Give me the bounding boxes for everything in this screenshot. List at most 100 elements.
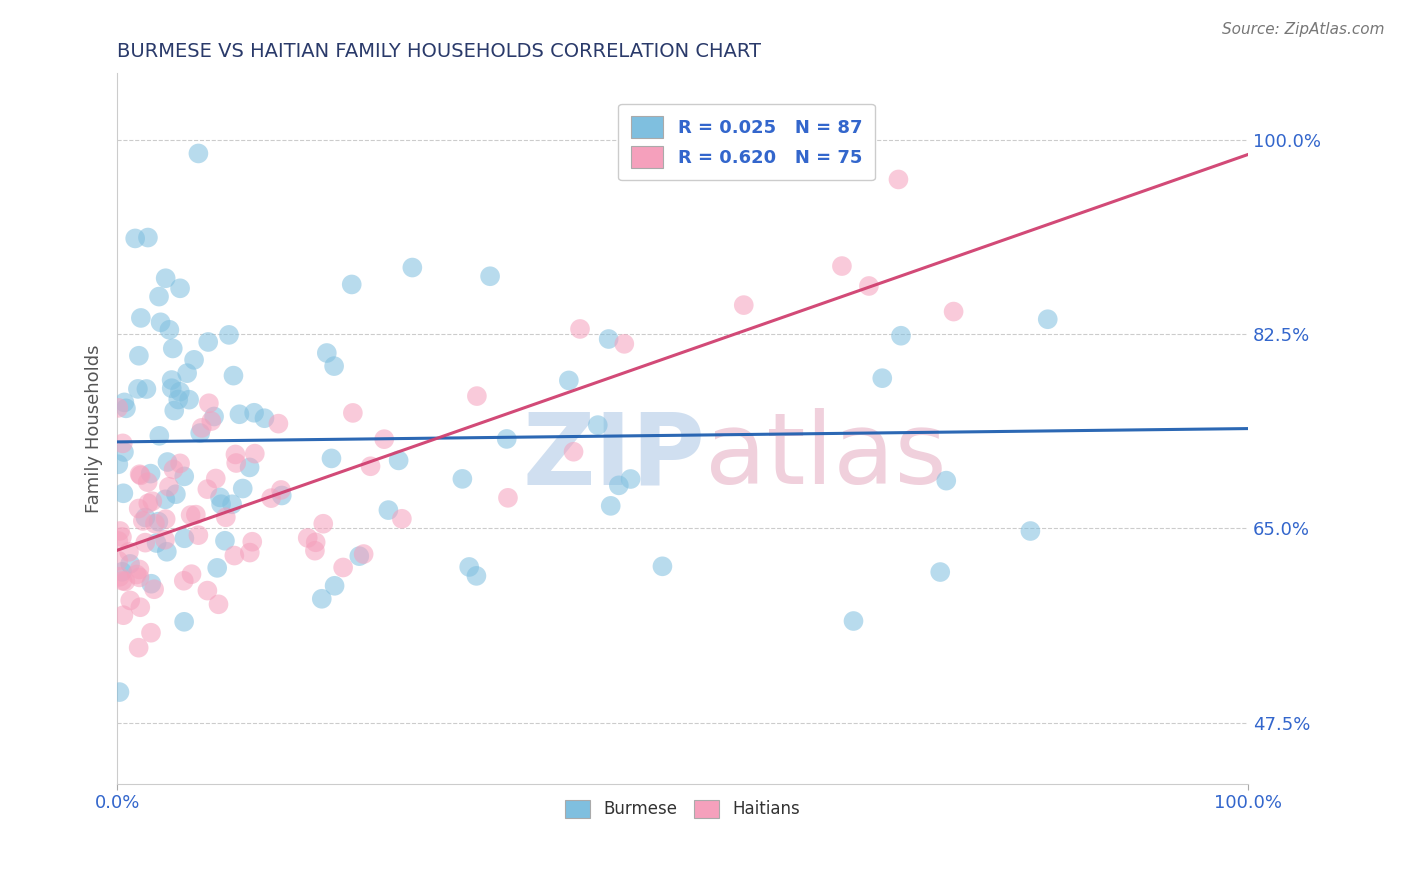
Point [187, 146, 209, 161]
Point [562, 444, 585, 458]
Point [179, 392, 201, 407]
Point [253, 411, 276, 425]
Point [108, 685, 131, 699]
Point [128, 640, 150, 655]
Text: BURMESE VS HAITIAN FAMILY HOUSEHOLDS CORRELATION CHART: BURMESE VS HAITIAN FAMILY HOUSEHOLDS COR… [117, 42, 761, 61]
Point [887, 172, 910, 186]
Text: Source: ZipAtlas.com: Source: ZipAtlas.com [1222, 22, 1385, 37]
Y-axis label: Family Households: Family Households [86, 344, 103, 513]
Point [200, 414, 222, 428]
Point [108, 524, 131, 538]
Point [143, 582, 166, 597]
Point [114, 574, 136, 589]
Point [340, 277, 363, 292]
Point [167, 392, 190, 407]
Point [929, 565, 952, 579]
Point [107, 554, 129, 568]
Point [107, 401, 129, 415]
Point [377, 503, 399, 517]
Point [311, 591, 333, 606]
Point [342, 406, 364, 420]
Point [321, 451, 343, 466]
Point [569, 322, 592, 336]
Point [842, 614, 865, 628]
Point [401, 260, 423, 275]
Point [107, 534, 129, 549]
Point [157, 480, 180, 494]
Point [132, 514, 155, 528]
Point [323, 359, 346, 373]
Point [228, 407, 250, 421]
Point [240, 534, 263, 549]
Text: ZIP: ZIP [522, 409, 706, 506]
Point [148, 515, 170, 529]
Point [115, 401, 138, 416]
Point [890, 328, 912, 343]
Point [112, 395, 135, 409]
Point [112, 608, 135, 623]
Point [134, 535, 156, 549]
Point [124, 231, 146, 245]
Point [139, 625, 162, 640]
Point [111, 574, 134, 588]
Point [205, 561, 228, 575]
Point [197, 583, 219, 598]
Point [128, 467, 150, 482]
Point [297, 531, 319, 545]
Point [149, 315, 172, 329]
Point [127, 382, 149, 396]
Point [136, 230, 159, 244]
Point [332, 560, 354, 574]
Point [111, 530, 134, 544]
Point [208, 491, 231, 505]
Point [451, 472, 474, 486]
Point [128, 501, 150, 516]
Point [143, 516, 166, 531]
Point [267, 417, 290, 431]
Point [202, 409, 225, 424]
Point [180, 567, 202, 582]
Point [173, 615, 195, 629]
Point [197, 334, 219, 349]
Point [607, 478, 630, 492]
Point [221, 497, 243, 511]
Point [180, 508, 202, 522]
Point [312, 516, 335, 531]
Point [162, 342, 184, 356]
Point [651, 559, 673, 574]
Point [155, 512, 177, 526]
Point [496, 491, 519, 505]
Point [173, 574, 195, 588]
Point [613, 336, 636, 351]
Point [872, 371, 894, 385]
Point [145, 536, 167, 550]
Point [157, 323, 180, 337]
Point [222, 368, 245, 383]
Point [156, 545, 179, 559]
Point [148, 429, 170, 443]
Point [323, 579, 346, 593]
Point [176, 366, 198, 380]
Point [391, 512, 413, 526]
Point [160, 373, 183, 387]
Point [243, 406, 266, 420]
Point [134, 510, 156, 524]
Point [173, 531, 195, 545]
Point [120, 593, 142, 607]
Point [125, 567, 148, 582]
Point [207, 597, 229, 611]
Point [204, 471, 226, 485]
Point [465, 569, 488, 583]
Point [218, 327, 240, 342]
Point [120, 557, 142, 571]
Point [129, 600, 152, 615]
Point [135, 382, 157, 396]
Point [155, 271, 177, 285]
Point [118, 545, 141, 559]
Point [187, 528, 209, 542]
Point [353, 547, 375, 561]
Point [173, 469, 195, 483]
Point [162, 462, 184, 476]
Point [942, 304, 965, 318]
Point [315, 346, 337, 360]
